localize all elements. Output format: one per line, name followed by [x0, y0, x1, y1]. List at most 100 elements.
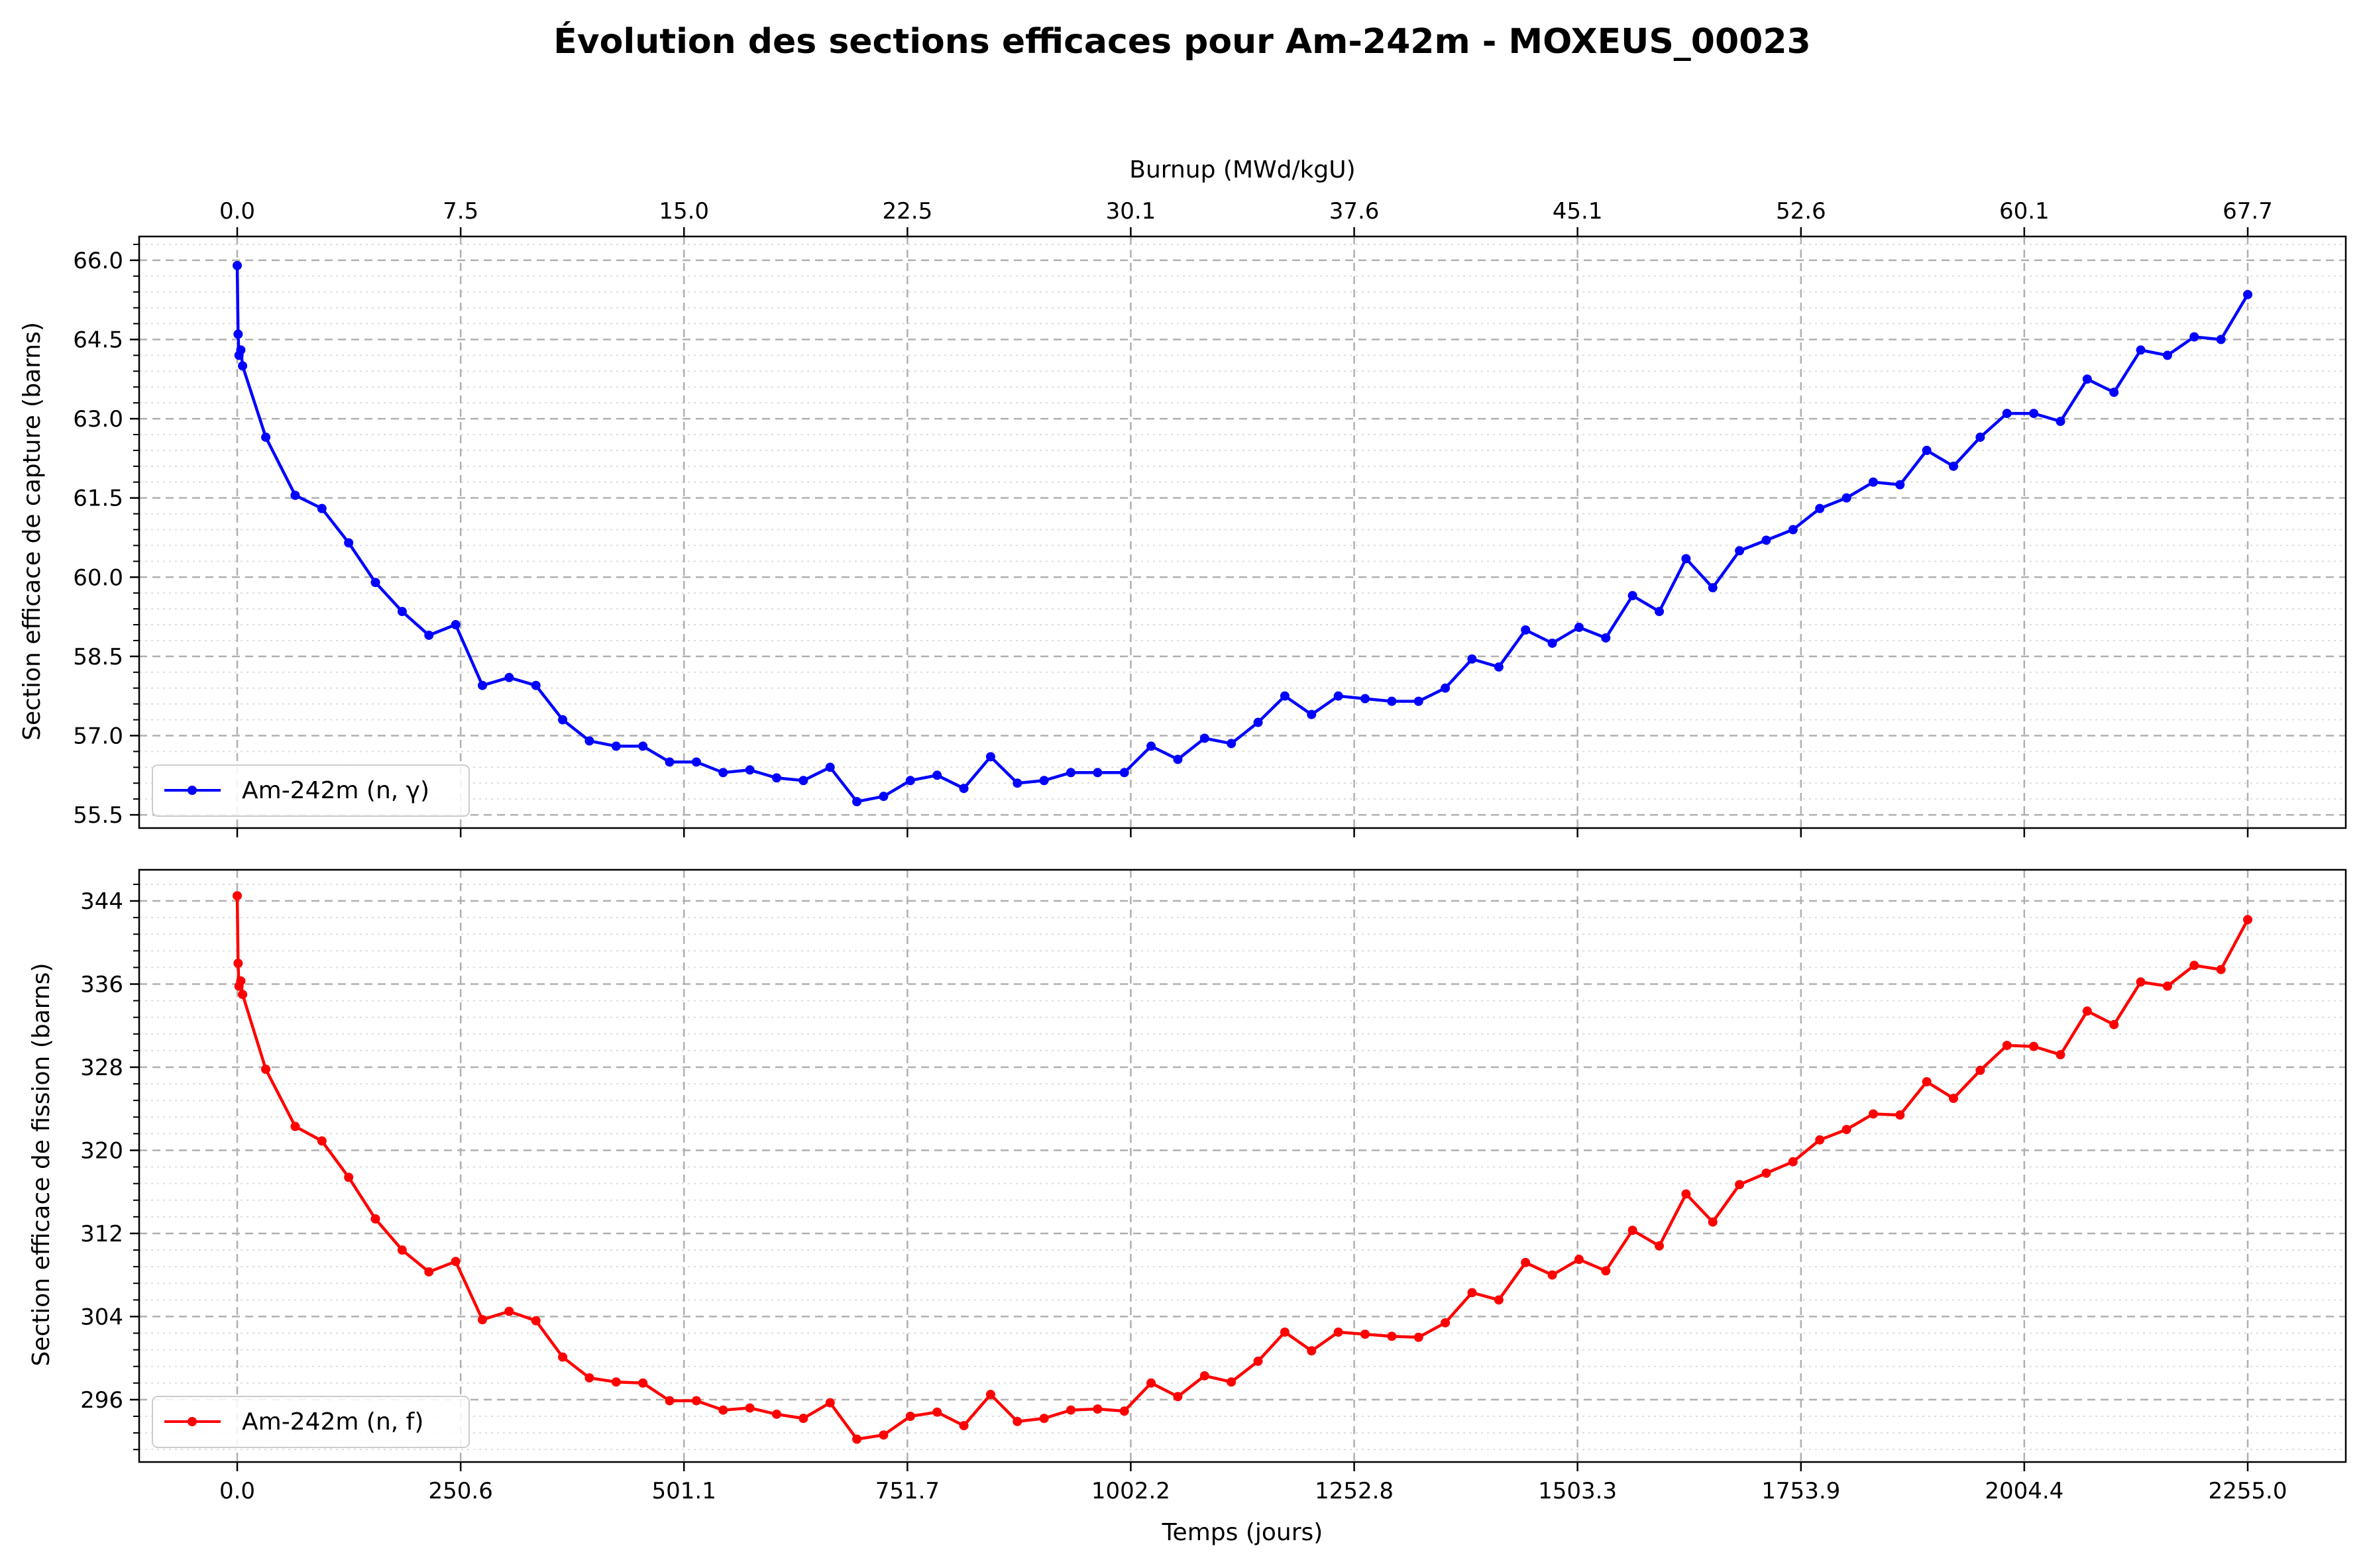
fission-y-tick-label: 304 — [80, 1304, 123, 1330]
fission-data-point — [451, 1257, 461, 1267]
capture-data-point — [558, 715, 568, 725]
capture-data-point — [1173, 755, 1183, 764]
capture-top-x-tick-label: 0.0 — [219, 198, 255, 225]
fission-data-point — [1708, 1217, 1718, 1227]
fission-data-point — [1494, 1295, 1504, 1305]
fission-data-point — [959, 1421, 969, 1431]
capture-chart: 55.5 57.0 58.5 60.0 61.5 63.0 64.5 66.0 0.0 7.5 15… — [19, 156, 2347, 837]
fission-data-point — [905, 1411, 915, 1421]
capture-plot-frame — [138, 235, 2347, 829]
fission-data-point — [1627, 1226, 1637, 1235]
fission-data-point — [2189, 961, 2199, 970]
fission-data-point — [1922, 1076, 1932, 1086]
fission-y-tick-label: 296 — [80, 1387, 123, 1414]
fission-data-point — [1761, 1168, 1771, 1178]
fission-data-point — [985, 1390, 995, 1400]
capture-data-point — [2109, 388, 2119, 397]
capture-top-x-axis-label: Burnup (MWd/kgU) — [1129, 156, 1355, 183]
fission-data-point — [2216, 965, 2226, 974]
fission-data-point — [1093, 1404, 1103, 1414]
fission-data-point — [2136, 977, 2146, 987]
fission-x-tick-label: 250.6 — [428, 1478, 492, 1504]
capture-data-point — [1227, 739, 1237, 749]
fission-data-point — [665, 1396, 675, 1406]
capture-data-point — [424, 630, 434, 640]
capture-y-tick-label: 61.5 — [73, 486, 123, 512]
fission-data-point — [1601, 1266, 1611, 1276]
capture-data-point — [1280, 691, 1290, 701]
fission-data-point — [1119, 1406, 1129, 1416]
figure-title: Évolution des sections efficaces pour Am… — [553, 21, 1810, 62]
capture-data-point — [852, 797, 862, 807]
capture-data-point — [2243, 289, 2252, 299]
fission-data-point — [932, 1407, 942, 1417]
fission-data-point — [397, 1245, 407, 1255]
fission-data-point — [233, 959, 243, 968]
capture-top-x-tick-label: 15.0 — [659, 198, 709, 225]
capture-data-point — [451, 620, 461, 630]
capture-data-point — [2082, 374, 2092, 384]
capture-data-point — [1093, 768, 1103, 778]
capture-data-point — [1013, 778, 1022, 788]
fission-data-point — [2162, 981, 2172, 991]
fission-data-point — [1467, 1288, 1477, 1298]
capture-data-point — [1494, 662, 1504, 672]
capture-data-point — [1681, 554, 1691, 564]
capture-data-point — [1119, 768, 1129, 778]
capture-data-point — [1467, 654, 1477, 664]
fission-data-point — [504, 1306, 514, 1316]
capture-data-point — [1895, 480, 1905, 490]
capture-data-point — [1949, 461, 1958, 471]
fission-data-point — [478, 1315, 487, 1325]
capture-y-tick-label: 55.5 — [73, 802, 123, 829]
fission-x-tick-label: 751.7 — [875, 1478, 940, 1504]
capture-data-point — [1253, 717, 1263, 727]
fission-data-point — [424, 1267, 434, 1277]
fission-y-tick-label: 312 — [80, 1221, 123, 1247]
capture-data-point — [1441, 683, 1451, 693]
capture-data-point — [691, 757, 701, 767]
fission-data-point — [370, 1214, 380, 1224]
capture-data-point — [1788, 525, 1798, 535]
capture-data-point — [745, 765, 755, 775]
capture-data-point — [1333, 691, 1343, 701]
fission-series — [233, 891, 2252, 1444]
fission-data-point — [1521, 1257, 1531, 1267]
capture-data-point — [1574, 623, 1584, 633]
fission-data-point — [2243, 915, 2252, 925]
capture-top-x-tick-label: 7.5 — [443, 198, 478, 225]
capture-data-point — [1066, 768, 1075, 778]
fission-data-point — [558, 1352, 568, 1362]
capture-top-x-tick-label: 30.1 — [1106, 198, 1156, 225]
fission-data-point — [772, 1409, 781, 1419]
fission-data-point — [2002, 1041, 2012, 1051]
fission-data-point — [1013, 1416, 1022, 1426]
fission-data-point — [1280, 1327, 1290, 1337]
capture-data-point — [1708, 583, 1718, 593]
fission-data-point — [1441, 1318, 1451, 1328]
capture-data-point — [1307, 709, 1317, 719]
capture-data-point — [1975, 432, 1985, 442]
fission-data-point — [2109, 1019, 2119, 1029]
capture-data-point — [665, 757, 675, 767]
fission-data-point — [798, 1414, 808, 1424]
fission-y-tick-label: 344 — [80, 888, 123, 915]
fission-data-point — [718, 1405, 728, 1415]
fission-data-point — [1253, 1356, 1263, 1366]
capture-data-point — [1146, 741, 1156, 751]
capture-data-point — [2136, 345, 2146, 355]
capture-data-point — [932, 770, 942, 780]
capture-data-point — [825, 762, 835, 772]
capture-y-tick-label: 58.5 — [73, 644, 123, 670]
fission-data-point — [1066, 1405, 1075, 1415]
fission-data-point — [1039, 1414, 1049, 1424]
fission-plot-frame — [138, 868, 2347, 1463]
fission-data-point — [1547, 1270, 1557, 1280]
capture-data-point — [2189, 332, 2199, 342]
capture-data-point — [233, 329, 243, 339]
fission-data-point — [344, 1173, 354, 1182]
fission-data-point — [611, 1377, 621, 1387]
capture-data-point — [238, 361, 248, 371]
fission-data-point — [2056, 1050, 2065, 1060]
